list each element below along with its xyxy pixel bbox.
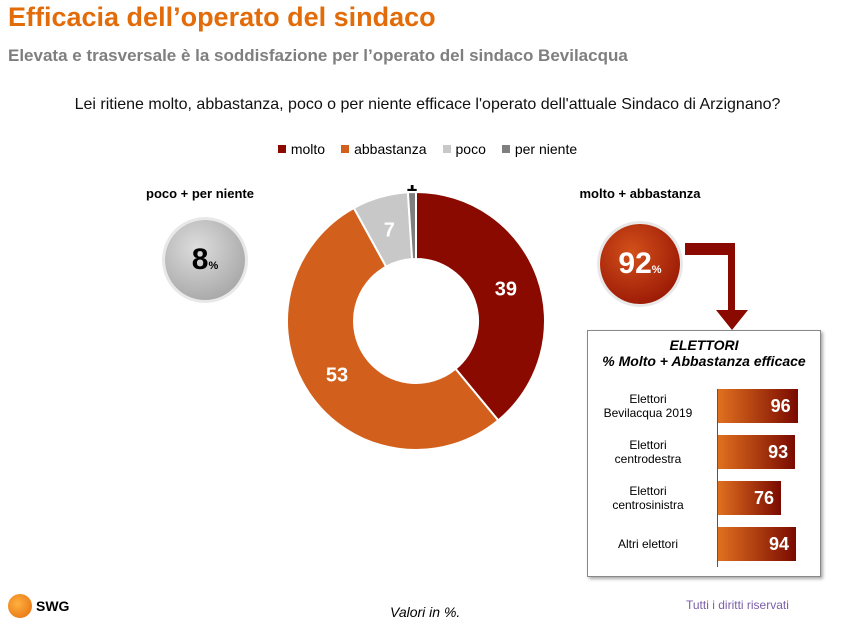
pct-sign: % [208, 260, 219, 272]
legend-swatch [501, 145, 510, 153]
page-title: Efficacia dell’operato del sindaco [8, 2, 436, 32]
negative-value: 8 [191, 243, 209, 276]
bar-label: Elettori centrodestra [614, 438, 682, 466]
bar-row: Altri elettori 94 [588, 527, 820, 561]
panel-title: ELETTORI [669, 337, 739, 353]
data-label: 39 [495, 279, 517, 301]
donut-slice-abbastanza [286, 206, 500, 451]
chart-legend: molto abbastanza poco per niente [0, 141, 855, 157]
survey-question: Lei ritiene molto, abbastanza, poco o pe… [74, 96, 781, 113]
data-label: 7 [384, 219, 395, 241]
legend-swatch [442, 145, 451, 153]
negative-label: poco + per niente [146, 186, 254, 201]
bar: 76 [718, 481, 782, 515]
panel-subtitle: % Molto + Abbastanza efficace [602, 353, 806, 369]
legend-label: molto [290, 141, 326, 157]
bar-label: Altri elettori [617, 537, 679, 551]
bar-label: Elettori Bevilacqua 2019 [603, 392, 693, 420]
bar: 93 [718, 435, 796, 469]
logo-text: SWG [36, 598, 70, 614]
swg-logo: SWG [8, 594, 69, 618]
footer-note: Valori in %. [390, 604, 461, 620]
donut-chart: 39 53 7 1 [286, 185, 546, 451]
legend-item: molto [277, 141, 326, 157]
data-label: 53 [326, 365, 348, 387]
legend-label: poco [455, 141, 486, 157]
bar: 94 [718, 527, 797, 561]
legend-label: abbastanza [354, 141, 427, 157]
legend-item: poco [442, 141, 486, 157]
page-subtitle: Elevata e trasversale è la soddisfazione… [8, 46, 628, 65]
positive-circle: 92% [600, 224, 680, 304]
arrow-icon [685, 243, 748, 330]
legend-item: per niente [501, 141, 578, 157]
footer-rights: Tutti i diritti riservati [686, 598, 789, 612]
donut-slice-per-niente [406, 190, 417, 261]
legend-item: abbastanza [341, 141, 427, 157]
bar: 96 [718, 389, 798, 423]
bar-row: Elettori Bevilacqua 2019 96 [588, 389, 820, 423]
bar-row: Elettori centrosinistra 76 [588, 481, 820, 515]
bar-label: Elettori centrosinistra [612, 484, 684, 512]
negative-circle: 8% [165, 220, 245, 300]
bar-row: Elettori centrodestra 93 [588, 435, 820, 469]
logo-icon [8, 594, 32, 618]
legend-swatch [277, 145, 286, 153]
positive-value: 92 [618, 247, 652, 280]
bar-axis [717, 389, 718, 567]
data-label: 1 [406, 185, 417, 196]
pct-sign: % [651, 264, 662, 276]
voters-panel: ELETTORI % Molto + Abbastanza efficace E… [587, 330, 821, 577]
donut-slice-molto [415, 190, 546, 422]
positive-label: molto + abbastanza [579, 186, 701, 201]
legend-swatch [341, 145, 350, 153]
legend-label: per niente [514, 141, 578, 157]
